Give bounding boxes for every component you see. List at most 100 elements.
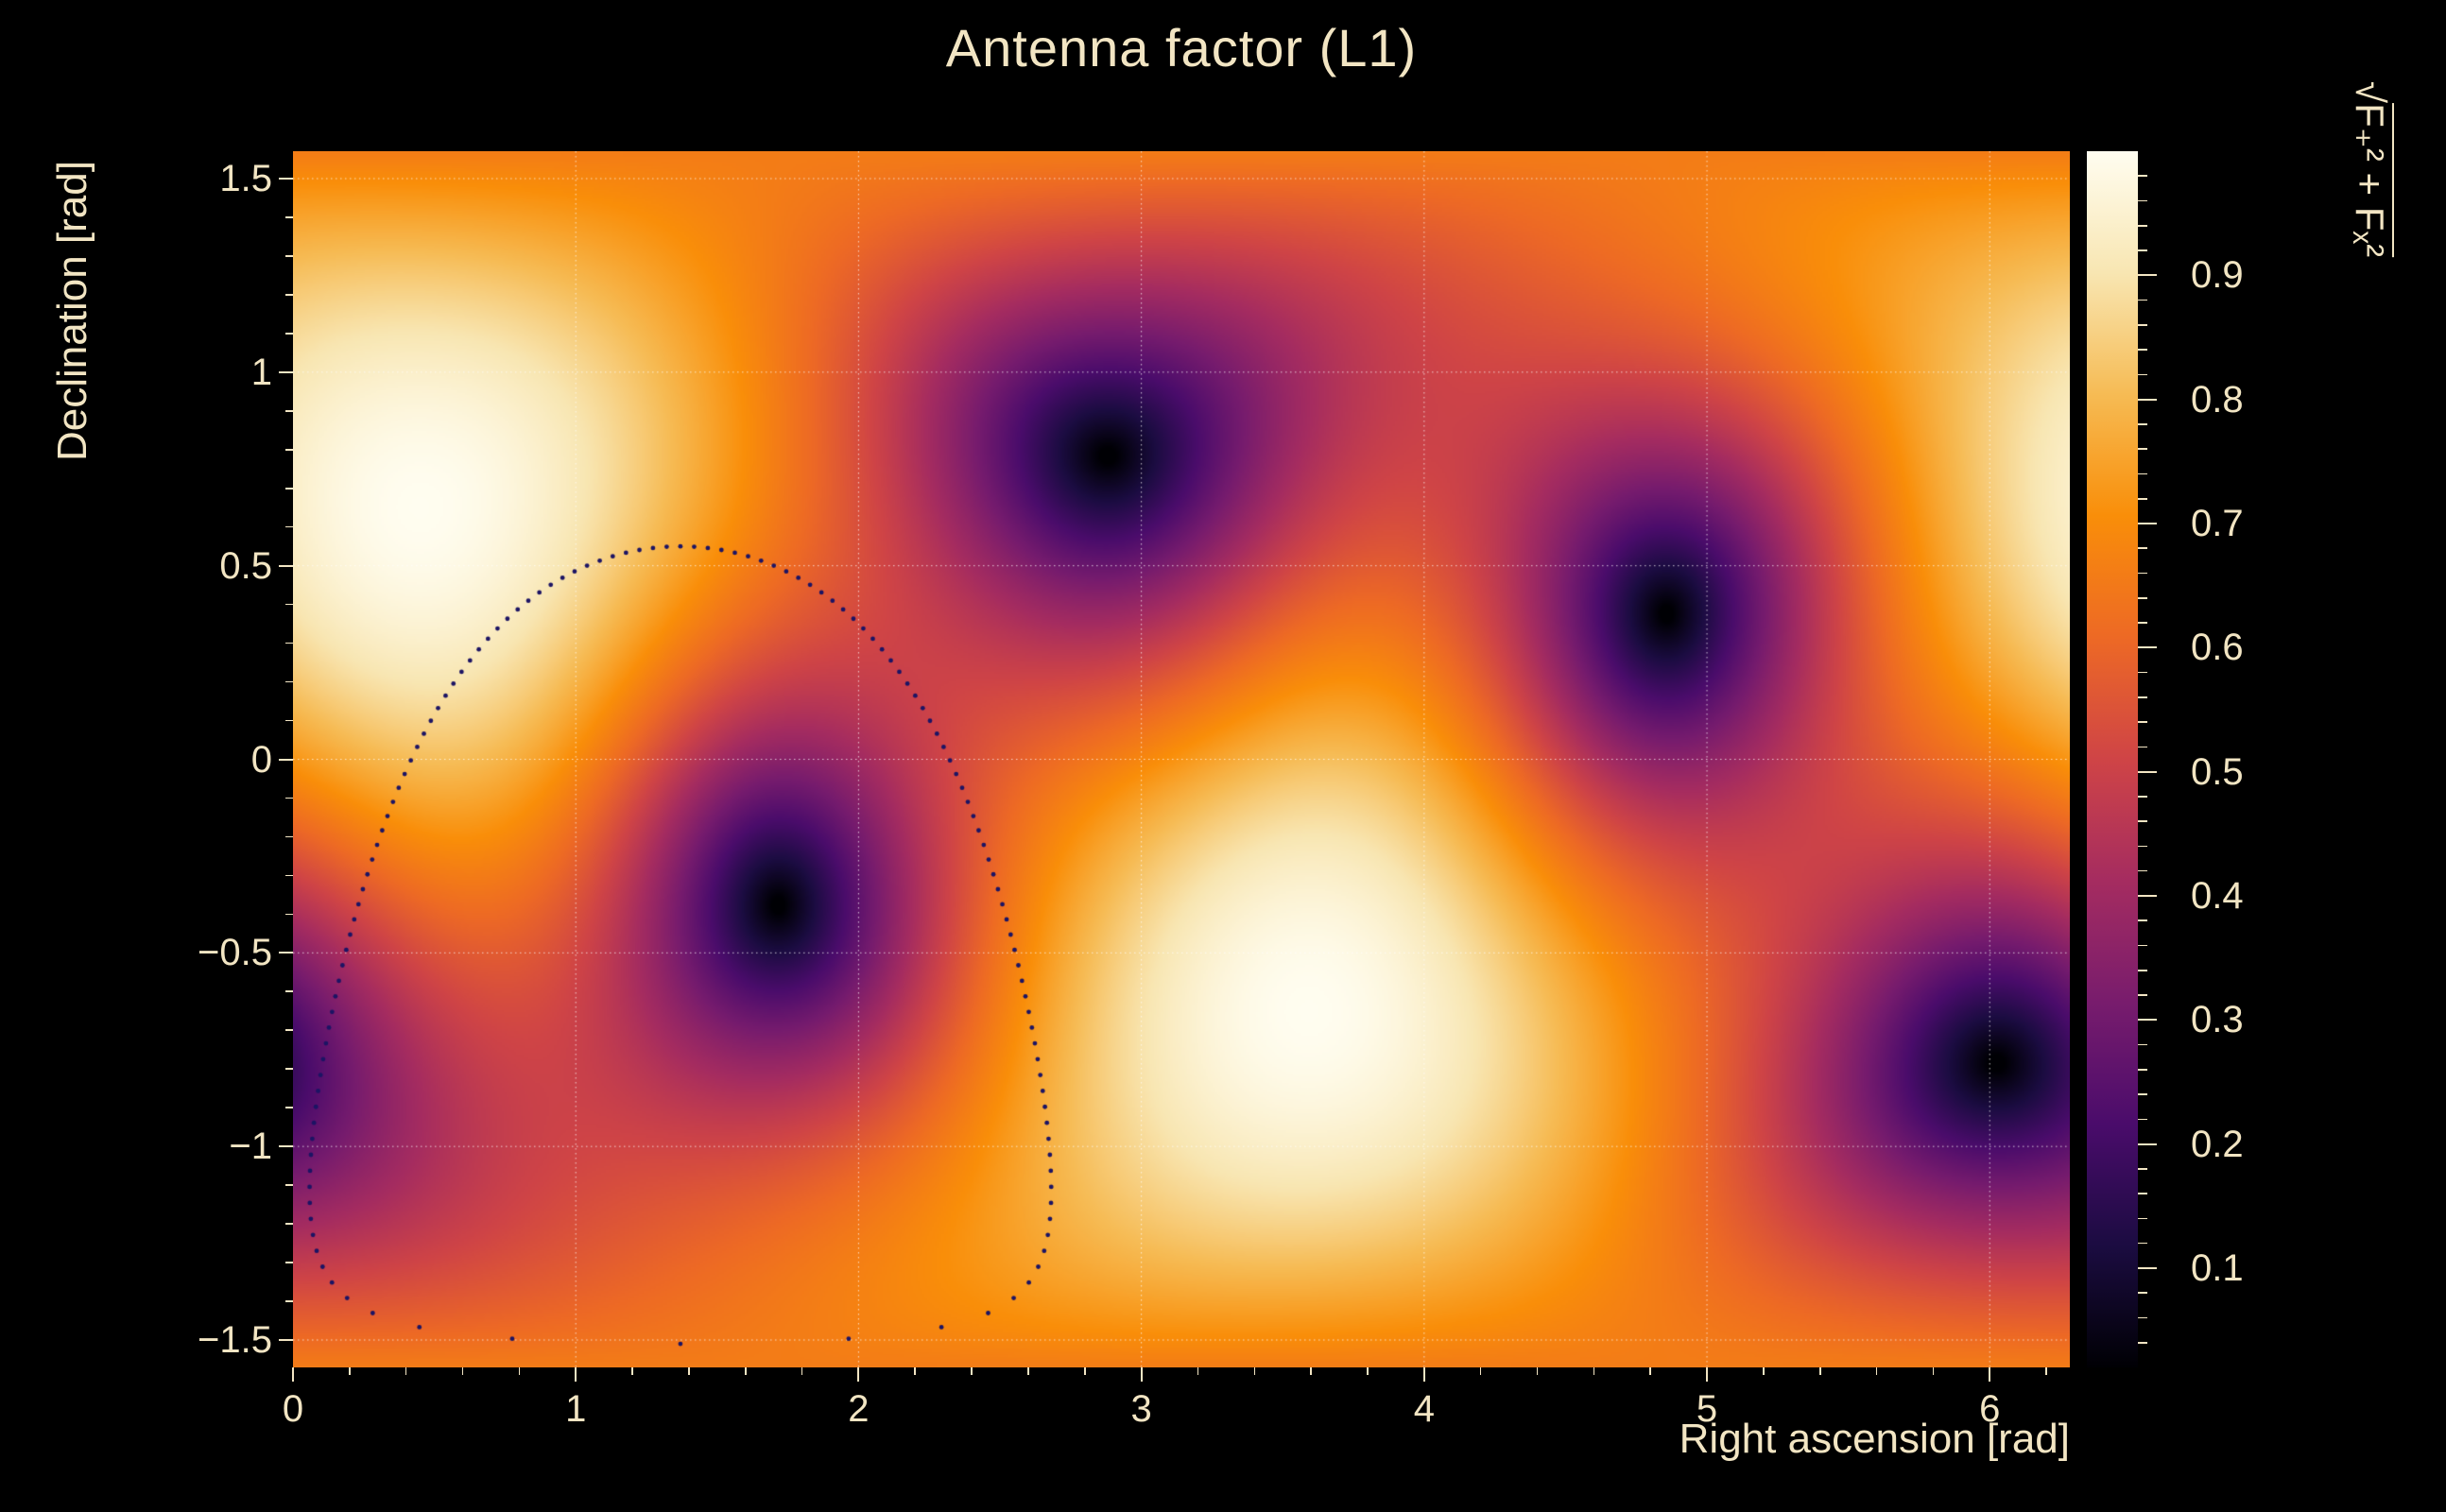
- y-axis-minor-tick: [285, 333, 293, 335]
- colorbar-minor-tick: [2138, 622, 2147, 624]
- colorbar: [2087, 151, 2138, 1367]
- y-axis-minor-tick: [285, 1029, 293, 1032]
- colorbar-tick-label: 0.1: [2191, 1246, 2244, 1289]
- colorbar-minor-tick: [2138, 1069, 2147, 1071]
- y-axis-minor-tick: [285, 1184, 293, 1186]
- colorbar-minor-tick: [2138, 572, 2147, 575]
- y-axis-tick-label: 1: [250, 351, 272, 393]
- colorbar-minor-tick: [2138, 869, 2147, 872]
- colorbar-major-tick: [2138, 1019, 2157, 1022]
- colorbar-minor-tick: [2138, 324, 2147, 326]
- z-axis-title-body: F₊² + Fₓ²: [2348, 103, 2392, 258]
- y-axis-major-tick: [279, 758, 293, 761]
- colorbar-minor-tick: [2138, 497, 2147, 500]
- x-axis-major-tick: [1140, 1367, 1143, 1382]
- y-axis-minor-tick: [285, 797, 293, 799]
- y-axis-title: Declination [rad]: [49, 161, 95, 461]
- colorbar-minor-tick: [2138, 1093, 2147, 1095]
- colorbar-minor-tick: [2138, 175, 2147, 178]
- colorbar-minor-tick: [2138, 1193, 2147, 1194]
- y-axis-major-tick: [279, 952, 293, 954]
- y-axis-minor-tick: [285, 719, 293, 722]
- colorbar-minor-tick: [2138, 671, 2147, 674]
- x-axis-minor-tick: [461, 1367, 464, 1375]
- x-axis-minor-tick: [744, 1367, 747, 1375]
- x-axis-minor-tick: [1479, 1367, 1482, 1375]
- y-axis-major-tick: [279, 1338, 293, 1341]
- x-axis-tick-label: 2: [848, 1388, 870, 1430]
- colorbar-minor-tick: [2138, 299, 2147, 301]
- colorbar-major-tick: [2138, 646, 2157, 649]
- x-axis-tick-label: 5: [1696, 1388, 1718, 1430]
- x-axis-major-tick: [1989, 1367, 1991, 1382]
- colorbar-minor-tick: [2138, 596, 2147, 599]
- y-axis-tick-label: 1.5: [219, 158, 272, 199]
- y-axis-minor-tick: [285, 294, 293, 296]
- y-axis-major-tick: [279, 178, 293, 180]
- sqrt-sign: √: [2348, 81, 2392, 104]
- colorbar-tick-label: 0.2: [2191, 1123, 2244, 1165]
- y-axis-minor-tick: [285, 642, 293, 644]
- x-axis-minor-tick: [801, 1367, 803, 1375]
- colorbar-minor-tick: [2138, 423, 2147, 425]
- x-axis-major-tick: [1422, 1367, 1425, 1382]
- x-axis-tick-label: 0: [282, 1388, 304, 1430]
- colorbar-minor-tick: [2138, 845, 2147, 848]
- y-axis-tick-label: −1.5: [198, 1318, 272, 1361]
- y-axis-minor-tick: [285, 1223, 293, 1225]
- colorbar-minor-tick: [2138, 349, 2147, 351]
- colorbar-tick-label: 0.9: [2191, 254, 2244, 297]
- x-axis-minor-tick: [688, 1367, 690, 1375]
- colorbar-major-tick: [2138, 522, 2157, 524]
- x-axis-minor-tick: [631, 1367, 633, 1375]
- colorbar-major-tick: [2138, 770, 2157, 773]
- x-axis-minor-tick: [1932, 1367, 1935, 1375]
- x-axis-major-tick: [1706, 1367, 1709, 1382]
- y-axis-minor-tick: [285, 913, 293, 916]
- x-axis-minor-tick: [1593, 1367, 1595, 1375]
- colorbar-tick-label: 0.3: [2191, 999, 2244, 1041]
- colorbar-tick-label: 0.7: [2191, 502, 2244, 544]
- y-axis-minor-tick: [285, 1068, 293, 1071]
- x-axis-major-tick: [292, 1367, 294, 1382]
- colorbar-minor-tick: [2138, 1118, 2147, 1121]
- colorbar-minor-tick: [2138, 448, 2147, 450]
- colorbar-minor-tick: [2138, 1168, 2147, 1170]
- y-axis-minor-tick: [285, 874, 293, 877]
- x-axis-minor-tick: [2045, 1367, 2047, 1375]
- x-axis-minor-tick: [1649, 1367, 1651, 1375]
- x-axis-major-tick: [857, 1367, 860, 1382]
- y-axis-major-tick: [279, 564, 293, 567]
- colorbar-minor-tick: [2138, 1043, 2147, 1046]
- colorbar-major-tick: [2138, 1266, 2157, 1269]
- y-axis-minor-tick: [285, 487, 293, 490]
- colorbar-tick-label: 0.5: [2191, 750, 2244, 793]
- y-axis-tick-label: 0.5: [219, 544, 272, 587]
- y-axis-minor-tick: [285, 410, 293, 412]
- colorbar-minor-tick: [2138, 796, 2147, 798]
- y-axis-minor-tick: [285, 525, 293, 528]
- y-axis-minor-tick: [285, 1300, 293, 1302]
- x-axis-minor-tick: [1763, 1367, 1765, 1375]
- x-axis-tick-label: 4: [1413, 1388, 1435, 1430]
- x-axis-tick-label: 1: [565, 1388, 587, 1430]
- colorbar-minor-tick: [2138, 249, 2147, 251]
- y-axis-tick-label: −0.5: [198, 932, 272, 974]
- colorbar-tick-label: 0.4: [2191, 874, 2244, 917]
- grid-and-contour-overlay-canvas: [293, 151, 2070, 1367]
- colorbar-minor-tick: [2138, 199, 2147, 202]
- x-axis-minor-tick: [1027, 1367, 1029, 1375]
- colorbar-minor-tick: [2138, 696, 2147, 698]
- colorbar-minor-tick: [2138, 1217, 2147, 1220]
- colorbar-tick-label: 0.6: [2191, 627, 2244, 669]
- x-axis-minor-tick: [518, 1367, 521, 1375]
- chart-title: Antenna factor (L1): [945, 18, 1418, 77]
- colorbar-tick-label: 0.8: [2191, 378, 2244, 421]
- colorbar-minor-tick: [2138, 820, 2147, 822]
- y-axis-major-tick: [279, 1145, 293, 1148]
- colorbar-minor-tick: [2138, 919, 2147, 922]
- x-axis-minor-tick: [349, 1367, 351, 1375]
- colorbar-minor-tick: [2138, 1242, 2147, 1245]
- y-axis-minor-tick: [285, 835, 293, 838]
